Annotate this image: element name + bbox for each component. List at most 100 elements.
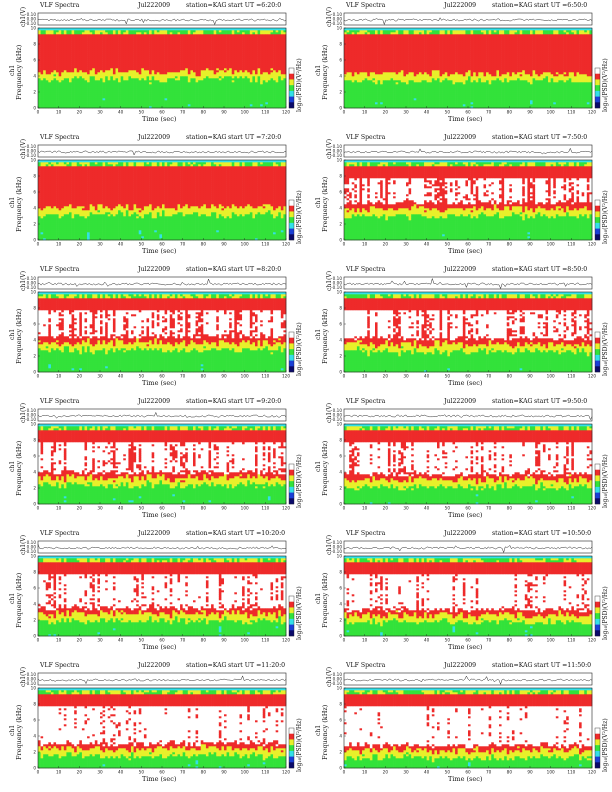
colorbar-segment	[289, 481, 294, 488]
x-tick-label: 70	[486, 638, 492, 643]
x-tick-label: 0	[37, 506, 40, 511]
x-axis-label: Time (sec)	[448, 643, 482, 651]
x-tick-label: 30	[403, 770, 409, 775]
x-tick-label: 40	[118, 638, 124, 643]
x-tick-label: 90	[527, 242, 533, 247]
x-tick-label: 100	[547, 770, 555, 775]
colorbar-segment	[595, 366, 600, 373]
colorbar-segment	[595, 762, 600, 769]
x-tick-label: 80	[507, 506, 513, 511]
colorbar	[289, 332, 294, 373]
timeseries-frame	[37, 408, 287, 422]
spectrogram-panel: VLF Spectra Jul222009 station=KAG start UT …	[306, 398, 612, 528]
panel-date: Jul222009	[138, 662, 170, 670]
x-tick-label: 0	[343, 506, 346, 511]
spec-y-tick-label: 6	[339, 454, 342, 459]
x-tick-label: 80	[201, 638, 207, 643]
spectrogram-image	[38, 424, 287, 505]
x-tick-label: 60	[159, 506, 165, 511]
x-tick-label: 30	[97, 770, 103, 775]
spec-y-tick-label: 8	[33, 42, 36, 47]
x-tick-label: 70	[180, 770, 186, 775]
colorbar	[595, 728, 600, 769]
timeseries-line	[38, 17, 287, 26]
panel-start-time: start UT =10:50:0	[534, 530, 591, 538]
ts-y-tick-label: 0.00	[27, 148, 37, 153]
spectrogram-image	[38, 292, 287, 373]
colorbar-segment	[289, 745, 294, 752]
panel-station: station=KAG	[492, 662, 533, 670]
x-tick-label: 10	[362, 374, 368, 379]
spec-y-tick-label: 4	[33, 470, 36, 475]
timeseries-line	[37, 675, 287, 685]
x-tick-label: 70	[486, 110, 492, 115]
colorbar-segment	[289, 228, 294, 235]
timeseries-frame	[343, 144, 593, 158]
spectrogram-image	[38, 556, 287, 637]
colorbar-segment	[595, 756, 600, 763]
x-tick-label: 40	[424, 110, 430, 115]
colorbar-frame	[288, 199, 295, 241]
x-tick-label: 20	[77, 374, 83, 379]
spec-y-tick-label: 10	[337, 686, 343, 691]
x-tick-label: 100	[241, 638, 249, 643]
x-tick-label: 30	[97, 242, 103, 247]
panel-start-time: start UT =6:50:0	[534, 2, 587, 10]
colorbar-segment	[595, 222, 600, 229]
colorbar	[289, 68, 294, 109]
spec-y-tick-label: 0	[33, 634, 36, 639]
x-tick-label: 50	[445, 770, 451, 775]
spectrogram-image	[38, 688, 287, 769]
x-tick-label: 110	[567, 770, 575, 775]
spec-y-tick-label: 6	[33, 454, 36, 459]
ts-y-tick-label: 0.00	[333, 676, 343, 681]
colorbar-segment	[595, 234, 600, 241]
spec-y-tick-label: 8	[339, 702, 342, 707]
spectrogram-panel: VLF Spectra Jul222009 station=KAG start UT …	[0, 134, 306, 264]
x-tick-label: 90	[221, 638, 227, 643]
x-tick-label: 50	[445, 506, 451, 511]
spectrogram-panel: VLF Spectra Jul222009 station=KAG start UT …	[0, 662, 306, 792]
x-tick-label: 60	[465, 770, 471, 775]
colorbar	[289, 200, 294, 241]
x-tick-label: 40	[118, 374, 124, 379]
ts-y-tick-label: 0.10	[333, 540, 343, 545]
colorbar-segment	[289, 739, 294, 746]
ts-y-tick-label: 0.10	[27, 144, 37, 149]
panel-title: VLF Spectra	[40, 134, 79, 142]
panel-date: Jul222009	[444, 134, 476, 142]
spec-y-tick-label: 2	[33, 222, 36, 227]
colorbar-segment	[595, 337, 600, 344]
x-tick-label: 20	[77, 770, 83, 775]
colorbar-segment	[289, 750, 294, 757]
spec-y-tick-label: 2	[33, 618, 36, 623]
spec-y-tick-label: 6	[339, 322, 342, 327]
colorbar-segment	[289, 618, 294, 625]
spectrogram-image	[38, 28, 287, 109]
spectrogram-image	[344, 292, 593, 373]
spec-y-tick-label: 0	[339, 106, 342, 111]
x-tick-label: 40	[424, 506, 430, 511]
panel-date: Jul222009	[444, 398, 476, 406]
colorbar-segment	[595, 607, 600, 614]
spec-y-tick-label: 8	[339, 306, 342, 311]
spec-y-tick-label: 8	[33, 702, 36, 707]
spec-y-tick-label: 2	[339, 222, 342, 227]
x-tick-label: 120	[282, 110, 290, 115]
colorbar-segment	[289, 349, 294, 356]
colorbar-segment	[595, 349, 600, 356]
x-tick-label: 120	[588, 242, 596, 247]
x-tick-label: 110	[261, 242, 269, 247]
panel-start-time: start UT =8:20:0	[228, 266, 281, 274]
spectrogram-panel: VLF Spectra Jul222009 station=KAG start UT …	[306, 2, 612, 132]
spec-y-tick-label: 10	[337, 422, 343, 427]
x-tick-label: 40	[424, 638, 430, 643]
spec-y-tick-label: 10	[31, 686, 37, 691]
x-tick-label: 20	[383, 506, 389, 511]
spec-y-tick-label: 10	[337, 26, 343, 31]
x-axis-label: Time (sec)	[142, 775, 176, 783]
colorbar-segment	[289, 366, 294, 373]
spec-y-tick-label: 4	[339, 470, 342, 475]
